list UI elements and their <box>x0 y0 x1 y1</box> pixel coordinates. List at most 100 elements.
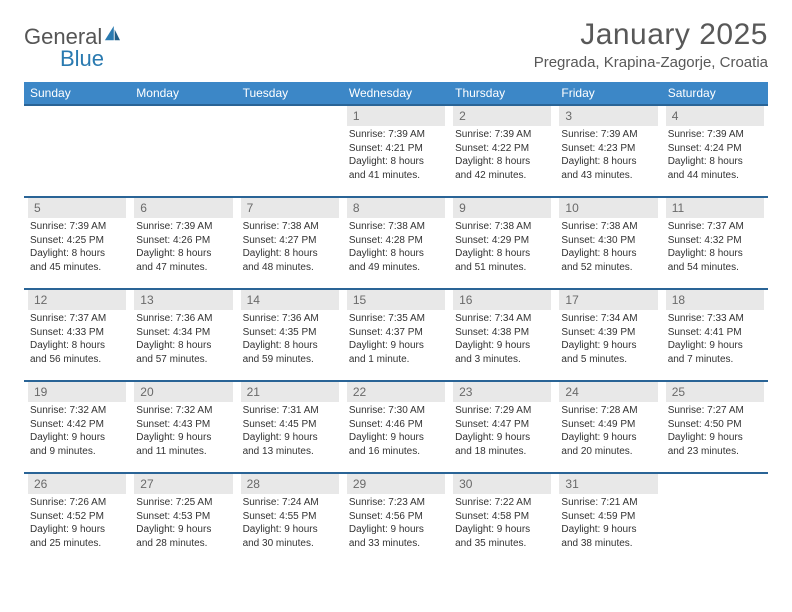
weekday-header: Thursday <box>449 82 555 105</box>
daylight-text: and 41 minutes. <box>349 169 443 183</box>
calendar-cell: 8Sunrise: 7:38 AMSunset: 4:28 PMDaylight… <box>343 197 449 289</box>
cell-body: Sunrise: 7:35 AMSunset: 4:37 PMDaylight:… <box>347 310 445 366</box>
sunset-text: Sunset: 4:56 PM <box>349 510 443 524</box>
sunrise-text: Sunrise: 7:39 AM <box>349 128 443 142</box>
calendar-cell: 12Sunrise: 7:37 AMSunset: 4:33 PMDayligh… <box>24 289 130 381</box>
cell-body: Sunrise: 7:36 AMSunset: 4:34 PMDaylight:… <box>134 310 232 366</box>
sunset-text: Sunset: 4:27 PM <box>243 234 337 248</box>
daylight-text: and 38 minutes. <box>561 537 655 551</box>
logo: GeneralBlue <box>24 18 121 72</box>
weekday-header: Wednesday <box>343 82 449 105</box>
cell-body: Sunrise: 7:30 AMSunset: 4:46 PMDaylight:… <box>347 402 445 458</box>
sunset-text: Sunset: 4:32 PM <box>668 234 762 248</box>
day-number: 19 <box>28 382 126 402</box>
cell-body: Sunrise: 7:23 AMSunset: 4:56 PMDaylight:… <box>347 494 445 550</box>
sunset-text: Sunset: 4:46 PM <box>349 418 443 432</box>
daylight-text: and 11 minutes. <box>136 445 230 459</box>
day-number: 22 <box>347 382 445 402</box>
daylight-text: Daylight: 8 hours <box>668 247 762 261</box>
daylight-text: and 3 minutes. <box>455 353 549 367</box>
day-number: 7 <box>241 198 339 218</box>
daylight-text: and 13 minutes. <box>243 445 337 459</box>
daylight-text: and 54 minutes. <box>668 261 762 275</box>
sunset-text: Sunset: 4:38 PM <box>455 326 549 340</box>
daylight-text: Daylight: 9 hours <box>136 431 230 445</box>
daylight-text: Daylight: 9 hours <box>668 339 762 353</box>
daylight-text: Daylight: 8 hours <box>30 247 124 261</box>
daylight-text: and 49 minutes. <box>349 261 443 275</box>
cell-body: Sunrise: 7:22 AMSunset: 4:58 PMDaylight:… <box>453 494 551 550</box>
cell-body: Sunrise: 7:26 AMSunset: 4:52 PMDaylight:… <box>28 494 126 550</box>
sunrise-text: Sunrise: 7:29 AM <box>455 404 549 418</box>
sunrise-text: Sunrise: 7:39 AM <box>561 128 655 142</box>
cell-body: Sunrise: 7:21 AMSunset: 4:59 PMDaylight:… <box>559 494 657 550</box>
logo-sail-icon <box>103 26 121 47</box>
sunrise-text: Sunrise: 7:36 AM <box>136 312 230 326</box>
weekday-header: Saturday <box>662 82 768 105</box>
day-number: 21 <box>241 382 339 402</box>
cell-body: Sunrise: 7:39 AMSunset: 4:21 PMDaylight:… <box>347 126 445 182</box>
day-number: 2 <box>453 106 551 126</box>
calendar-cell: 4Sunrise: 7:39 AMSunset: 4:24 PMDaylight… <box>662 105 768 197</box>
calendar-cell: 22Sunrise: 7:30 AMSunset: 4:46 PMDayligh… <box>343 381 449 473</box>
calendar-cell: 24Sunrise: 7:28 AMSunset: 4:49 PMDayligh… <box>555 381 661 473</box>
daylight-text: Daylight: 9 hours <box>30 523 124 537</box>
day-number: 30 <box>453 474 551 494</box>
calendar-cell: 26Sunrise: 7:26 AMSunset: 4:52 PMDayligh… <box>24 473 130 565</box>
daylight-text: Daylight: 9 hours <box>561 339 655 353</box>
day-number: 6 <box>134 198 232 218</box>
calendar-week-row: 1Sunrise: 7:39 AMSunset: 4:21 PMDaylight… <box>24 105 768 197</box>
weekday-header: Sunday <box>24 82 130 105</box>
sunrise-text: Sunrise: 7:38 AM <box>455 220 549 234</box>
day-number: 26 <box>28 474 126 494</box>
calendar-cell: 18Sunrise: 7:33 AMSunset: 4:41 PMDayligh… <box>662 289 768 381</box>
calendar-cell: 1Sunrise: 7:39 AMSunset: 4:21 PMDaylight… <box>343 105 449 197</box>
cell-body: Sunrise: 7:29 AMSunset: 4:47 PMDaylight:… <box>453 402 551 458</box>
day-number: 10 <box>559 198 657 218</box>
day-number: 29 <box>347 474 445 494</box>
month-title: January 2025 <box>534 18 768 52</box>
sunrise-text: Sunrise: 7:39 AM <box>136 220 230 234</box>
daylight-text: and 52 minutes. <box>561 261 655 275</box>
cell-body: Sunrise: 7:38 AMSunset: 4:30 PMDaylight:… <box>559 218 657 274</box>
day-number: 31 <box>559 474 657 494</box>
daylight-text: and 1 minute. <box>349 353 443 367</box>
sunrise-text: Sunrise: 7:35 AM <box>349 312 443 326</box>
sunrise-text: Sunrise: 7:34 AM <box>455 312 549 326</box>
daylight-text: and 56 minutes. <box>30 353 124 367</box>
calendar-cell: 16Sunrise: 7:34 AMSunset: 4:38 PMDayligh… <box>449 289 555 381</box>
daylight-text: and 7 minutes. <box>668 353 762 367</box>
calendar-cell: 10Sunrise: 7:38 AMSunset: 4:30 PMDayligh… <box>555 197 661 289</box>
weekday-header: Monday <box>130 82 236 105</box>
day-number: 11 <box>666 198 764 218</box>
daylight-text: and 5 minutes. <box>561 353 655 367</box>
sunset-text: Sunset: 4:53 PM <box>136 510 230 524</box>
sunset-text: Sunset: 4:47 PM <box>455 418 549 432</box>
daylight-text: Daylight: 9 hours <box>455 523 549 537</box>
daylight-text: and 45 minutes. <box>30 261 124 275</box>
daylight-text: Daylight: 9 hours <box>349 339 443 353</box>
daylight-text: Daylight: 8 hours <box>561 155 655 169</box>
sunset-text: Sunset: 4:45 PM <box>243 418 337 432</box>
sunset-text: Sunset: 4:58 PM <box>455 510 549 524</box>
sunrise-text: Sunrise: 7:32 AM <box>30 404 124 418</box>
sunset-text: Sunset: 4:25 PM <box>30 234 124 248</box>
daylight-text: and 47 minutes. <box>136 261 230 275</box>
daylight-text: Daylight: 9 hours <box>561 523 655 537</box>
cell-body: Sunrise: 7:38 AMSunset: 4:27 PMDaylight:… <box>241 218 339 274</box>
cell-body: Sunrise: 7:37 AMSunset: 4:32 PMDaylight:… <box>666 218 764 274</box>
sunrise-text: Sunrise: 7:28 AM <box>561 404 655 418</box>
daylight-text: Daylight: 8 hours <box>561 247 655 261</box>
daylight-text: Daylight: 8 hours <box>243 247 337 261</box>
daylight-text: Daylight: 8 hours <box>668 155 762 169</box>
daylight-text: and 30 minutes. <box>243 537 337 551</box>
calendar-cell: 19Sunrise: 7:32 AMSunset: 4:42 PMDayligh… <box>24 381 130 473</box>
daylight-text: Daylight: 9 hours <box>455 339 549 353</box>
day-number: 24 <box>559 382 657 402</box>
sunset-text: Sunset: 4:21 PM <box>349 142 443 156</box>
cell-body: Sunrise: 7:25 AMSunset: 4:53 PMDaylight:… <box>134 494 232 550</box>
sunset-text: Sunset: 4:26 PM <box>136 234 230 248</box>
cell-body: Sunrise: 7:39 AMSunset: 4:22 PMDaylight:… <box>453 126 551 182</box>
calendar-cell: 23Sunrise: 7:29 AMSunset: 4:47 PMDayligh… <box>449 381 555 473</box>
cell-body: Sunrise: 7:39 AMSunset: 4:25 PMDaylight:… <box>28 218 126 274</box>
